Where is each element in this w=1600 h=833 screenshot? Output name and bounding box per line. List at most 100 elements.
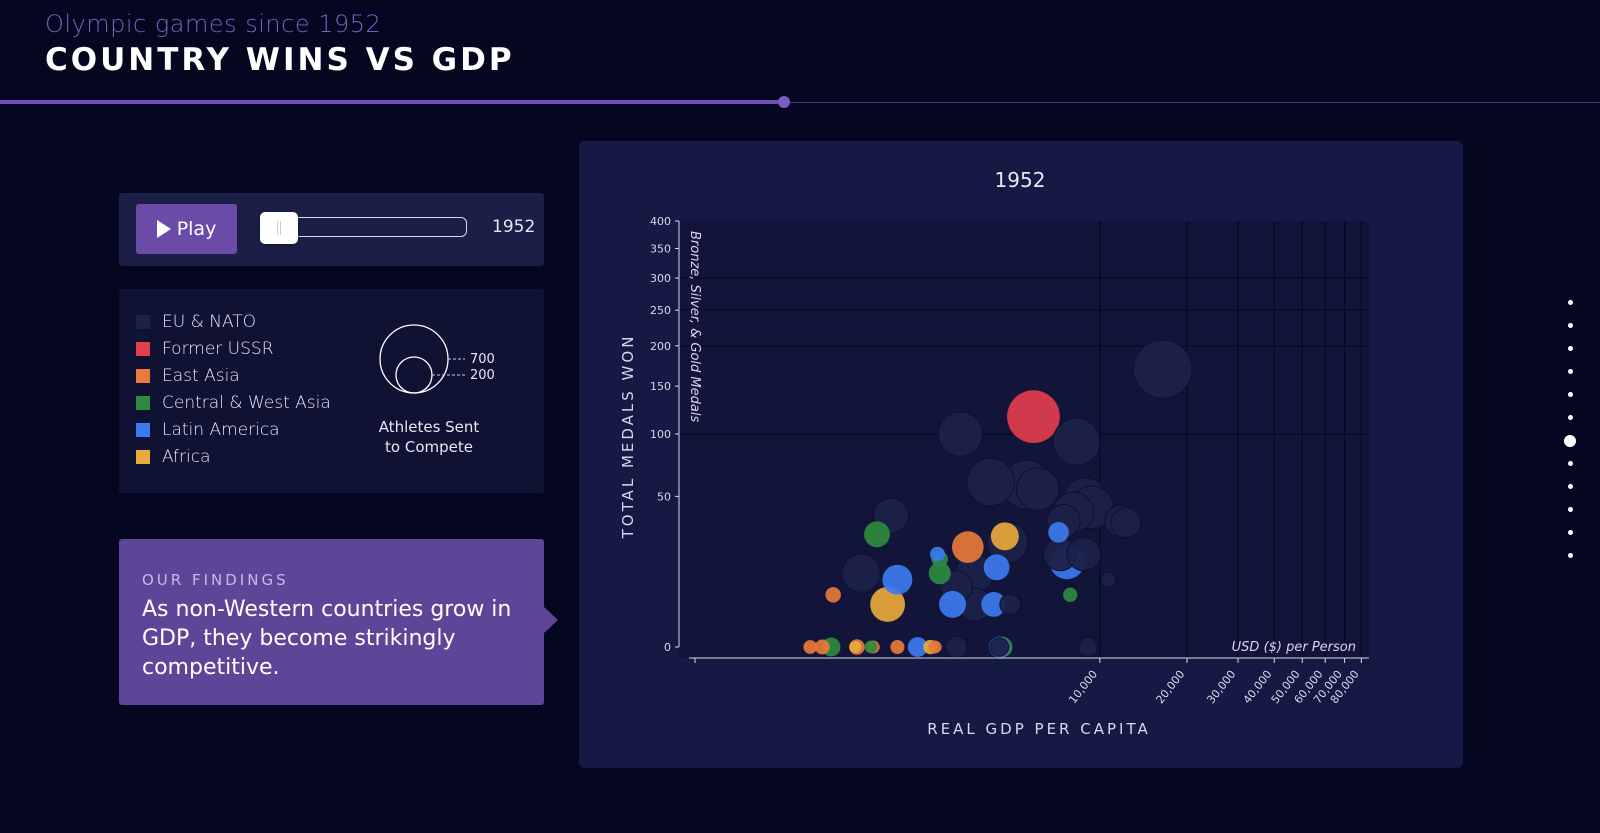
data-bubble — [1078, 637, 1098, 657]
legend-label: Africa — [162, 447, 211, 467]
size-legend-value: 200 — [470, 368, 495, 383]
legend-label: EU & NATO — [162, 312, 257, 332]
data-bubble — [937, 411, 984, 457]
data-bubble — [825, 587, 841, 603]
data-bubble — [983, 554, 1010, 581]
y-tick-label: 200 — [650, 340, 671, 353]
x-tick-label: 20,000 — [1153, 668, 1187, 706]
y-tick-label: 150 — [650, 380, 671, 393]
x-tick-label: 10,000 — [1066, 668, 1100, 706]
legend-swatch — [136, 423, 150, 437]
nav-dot[interactable] — [1568, 300, 1573, 305]
nav-dot[interactable] — [1568, 507, 1573, 512]
subtitle: Olympic games since 1952 — [45, 10, 382, 38]
y-tick-label: 300 — [650, 272, 671, 285]
section-nav — [1564, 300, 1576, 570]
legend-label: East Asia — [162, 366, 240, 386]
data-bubble — [907, 637, 928, 657]
year-slider-handle[interactable] — [260, 212, 298, 244]
nav-dot[interactable] — [1568, 530, 1573, 535]
y-tick-label: 100 — [650, 428, 671, 441]
play-button[interactable]: Play — [136, 204, 237, 254]
x-tick-label: 40,000 — [1241, 668, 1275, 706]
nav-dot[interactable] — [1568, 484, 1573, 489]
playback-controls: Play 1952 — [119, 193, 544, 266]
data-bubble — [928, 640, 942, 654]
data-bubble — [870, 586, 906, 622]
data-bubble — [966, 457, 1015, 507]
y-tick-label: 400 — [650, 215, 671, 228]
data-bubble — [814, 639, 830, 655]
size-legend-caption: Athletes Sent to Compete — [369, 417, 489, 457]
findings-callout: OUR FINDINGS As non-Western countries gr… — [119, 539, 558, 705]
size-legend-circle-large — [379, 324, 449, 394]
data-bubble — [981, 592, 1007, 617]
data-bubble — [945, 635, 968, 659]
data-bubble — [928, 562, 951, 585]
legend-label: Central & West Asia — [162, 393, 331, 413]
nav-dot[interactable] — [1568, 369, 1573, 374]
data-bubble — [1007, 390, 1060, 443]
legend-item-east-asia: East Asia — [136, 366, 240, 386]
legend-item-latin-america: Latin America — [136, 420, 280, 440]
legend-swatch — [136, 369, 150, 383]
data-bubble — [890, 640, 905, 654]
legend-label: Latin America — [162, 420, 280, 440]
nav-dot[interactable] — [1564, 435, 1576, 447]
legend-swatch — [136, 315, 150, 329]
legend-item-central-west-asia: Central & West Asia — [136, 393, 331, 413]
data-bubble — [1110, 507, 1142, 539]
y-tick-label: 350 — [650, 243, 671, 256]
findings-text: As non-Western countries grow in GDP, th… — [142, 597, 512, 680]
scatter-chart: 1952 0 50 100 150 200 250 300 350 400 10,000 20,0… — [619, 168, 1369, 738]
data-bubble — [990, 522, 1019, 551]
size-legend-circle-small — [395, 356, 433, 394]
data-bubble — [1133, 339, 1193, 400]
legend-label: Former USSR — [162, 339, 274, 359]
progress-track — [0, 102, 1600, 103]
findings-kicker: OUR FINDINGS — [142, 571, 289, 589]
nav-dot[interactable] — [1568, 461, 1573, 466]
data-bubble — [841, 553, 881, 593]
legend-panel: EU & NATO Former USSR East Asia Central … — [119, 289, 544, 493]
nav-dot[interactable] — [1568, 392, 1573, 397]
play-label: Play — [176, 218, 217, 240]
size-caption-line: to Compete — [385, 438, 473, 456]
data-bubble — [1052, 417, 1101, 466]
legend-swatch — [136, 450, 150, 464]
data-bubble — [989, 637, 1010, 657]
x-axis-title: REAL GDP PER CAPITA — [927, 720, 1150, 738]
nav-dot[interactable] — [1568, 346, 1573, 351]
legend-item-africa: Africa — [136, 447, 211, 467]
y-tick-label: 250 — [650, 304, 671, 317]
data-bubble — [864, 640, 878, 654]
bubbles — [803, 339, 1193, 659]
progress-fill — [0, 100, 784, 104]
nav-dot[interactable] — [1568, 553, 1573, 558]
data-bubble — [1048, 521, 1069, 543]
nav-dot[interactable] — [1568, 415, 1573, 420]
data-bubble — [1066, 537, 1101, 572]
y-secondary-label: Bronze, Silver, & Gold Medals — [687, 231, 702, 422]
data-bubble — [1100, 571, 1117, 588]
y-tick-label: 0 — [664, 641, 671, 654]
data-bubble — [1063, 587, 1078, 602]
legend-item-former-ussr: Former USSR — [136, 339, 274, 359]
data-bubble — [864, 521, 890, 548]
data-bubble — [951, 531, 984, 563]
size-legend: 700 200 — [379, 324, 495, 394]
nav-dot[interactable] — [1568, 323, 1573, 328]
legend-swatch — [136, 396, 150, 410]
year-readout: 1952 — [492, 217, 536, 237]
progress-knob[interactable] — [778, 96, 790, 108]
y-tick-label: 50 — [657, 490, 671, 503]
page-title: COUNTRY WINS VS GDP — [45, 42, 515, 78]
legend-item-eu-nato: EU & NATO — [136, 312, 256, 332]
chart-title: 1952 — [995, 168, 1046, 192]
data-bubble — [882, 564, 913, 595]
legend-swatch — [136, 342, 150, 356]
x-axis: 10,000 20,000 30,000 40,00050,00060,00070,0… — [689, 657, 1369, 706]
data-bubble — [849, 641, 862, 653]
data-bubble — [1015, 467, 1060, 511]
y-axis-title: TOTAL MEDALS WON — [619, 334, 637, 540]
